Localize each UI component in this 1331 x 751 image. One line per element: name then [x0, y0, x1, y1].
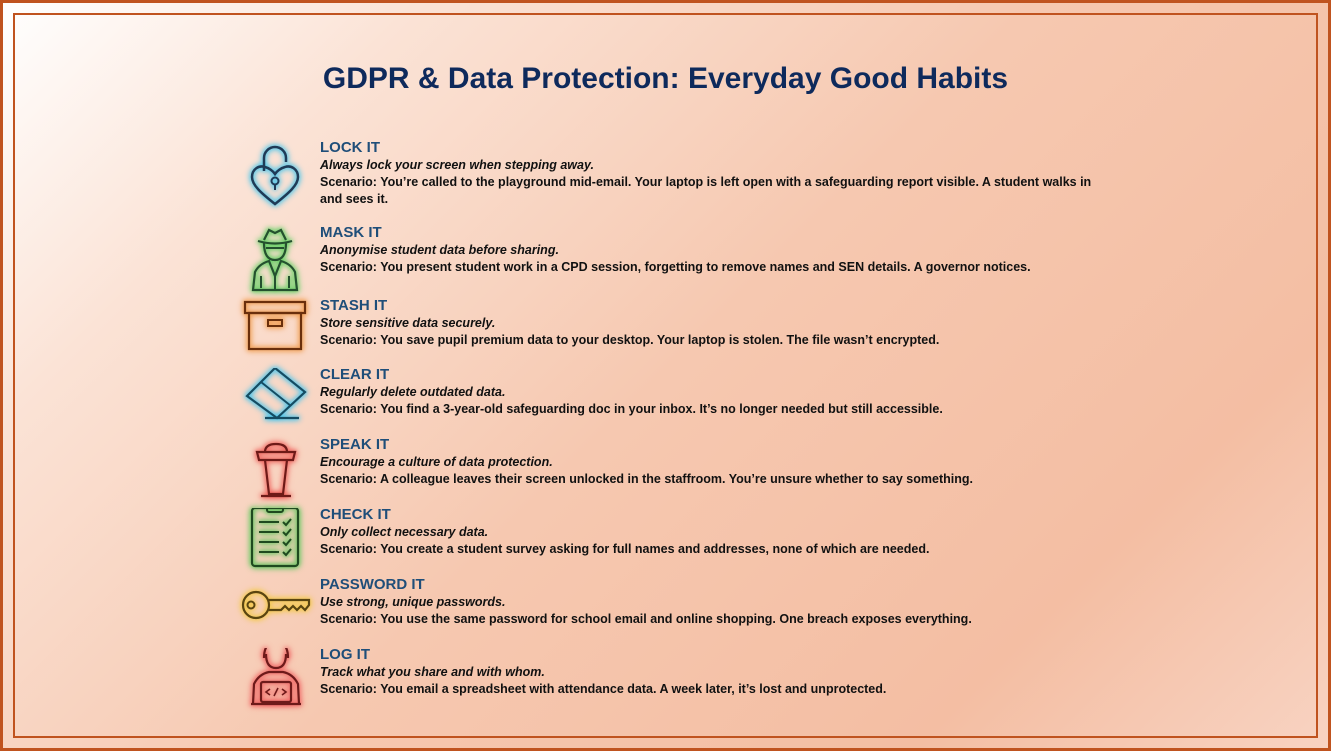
- habit-tagline: Encourage a culture of data protection.: [320, 455, 553, 469]
- habit-heading: STASH IT: [320, 297, 388, 314]
- habit-scenario: Scenario: You create a student survey as…: [320, 542, 930, 556]
- habit-scenario: Scenario: A colleague leaves their scree…: [320, 472, 973, 486]
- habit-heading: PASSWORD IT: [320, 576, 425, 593]
- habit-tagline: Always lock your screen when stepping aw…: [320, 158, 594, 172]
- speaker-podium-icon: [239, 438, 311, 504]
- habit-tagline: Anonymise student data before sharing.: [320, 243, 559, 257]
- habit-tagline: Regularly delete outdated data.: [320, 385, 506, 399]
- habit-scenario: Scenario: You save pupil premium data to…: [320, 333, 940, 347]
- habit-scenario: Scenario: You find a 3-year-old safeguar…: [320, 402, 943, 416]
- habit-heading: LOG IT: [320, 646, 370, 663]
- habit-tagline: Use strong, unique passwords.: [320, 595, 506, 609]
- page-title: GDPR & Data Protection: Everyday Good Ha…: [322, 62, 1009, 95]
- heart-padlock-icon: [239, 141, 311, 207]
- habit-heading: MASK IT: [320, 224, 382, 241]
- habit-heading: CHECK IT: [320, 506, 391, 523]
- key-icon: [239, 578, 311, 644]
- habit-scenario: Scenario: You present student work in a …: [320, 260, 1031, 274]
- habit-tagline: Store sensitive data securely.: [320, 316, 496, 330]
- habit-heading: SPEAK IT: [320, 436, 390, 453]
- habit-tagline: Only collect necessary data.: [320, 525, 489, 539]
- habit-heading: CLEAR IT: [320, 366, 390, 383]
- developer-laptop-icon: [239, 648, 311, 714]
- spy-icon: [239, 226, 311, 292]
- habit-heading: LOCK IT: [320, 139, 380, 156]
- habit-scenario: Scenario: You email a spreadsheet with a…: [320, 682, 887, 696]
- habit-tagline: Track what you share and with whom.: [320, 665, 545, 679]
- clipboard-checklist-icon: [239, 508, 311, 574]
- eraser-icon: [239, 368, 311, 434]
- archive-box-icon: [239, 299, 311, 365]
- habit-scenario: Scenario: You’re called to the playgroun…: [320, 175, 1092, 206]
- habit-scenario: Scenario: You use the same password for …: [320, 612, 972, 626]
